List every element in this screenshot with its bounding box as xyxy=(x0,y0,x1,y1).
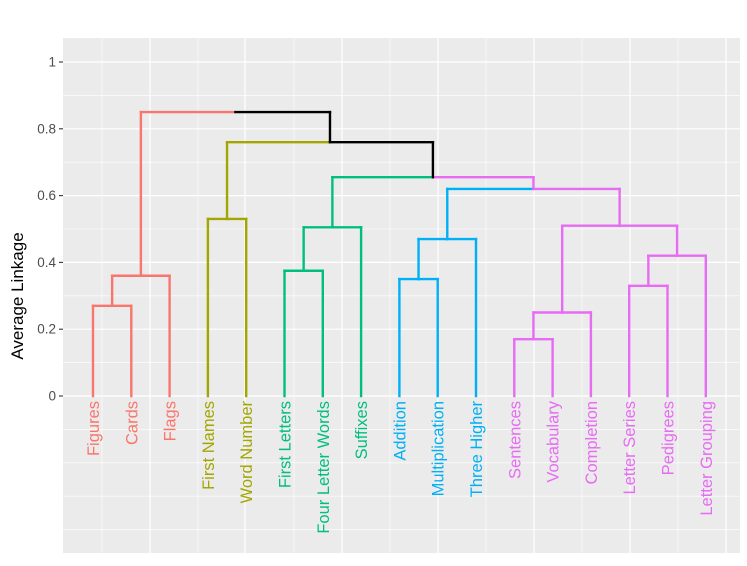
leaf-label: Letter Series xyxy=(621,401,639,495)
leaf-label: First Letters xyxy=(277,401,295,488)
leaf-label: Figures xyxy=(85,401,103,456)
y-tick-label: 1 xyxy=(48,55,56,70)
y-axis: 0 0.2 0.4 0.6 0.8 1 xyxy=(37,55,63,404)
leaf-label: Completion xyxy=(583,401,601,484)
leaf-label: Word Number xyxy=(238,401,256,504)
y-tick-label: 0.8 xyxy=(37,121,56,136)
y-tick-label: 0.6 xyxy=(37,188,56,203)
leaf-label: Cards xyxy=(123,401,141,445)
leaf-label: Addition xyxy=(391,401,409,461)
leaf-labels: Figures Cards Flags First Names Word Number F… xyxy=(85,400,716,533)
y-tick-label: 0 xyxy=(48,389,56,404)
leaf-label: Flags xyxy=(162,401,180,441)
y-tick-label: 0.2 xyxy=(37,322,56,337)
leaf-label: Pedigrees xyxy=(660,401,678,475)
leaf-label: First Names xyxy=(200,401,218,490)
dendrogram-branches xyxy=(91,110,707,398)
leaf-label: Sentences xyxy=(506,401,524,479)
leaf-label: Letter Grouping xyxy=(698,401,716,516)
leaf-label: Four Letter Words xyxy=(315,401,333,534)
leaf-label: Three Higher xyxy=(468,400,486,497)
leaf-label: Multiplication xyxy=(430,401,448,496)
leaf-label: Vocabulary xyxy=(545,400,563,482)
y-axis-title: Average Linkage xyxy=(8,232,27,359)
y-tick-label: 0.4 xyxy=(37,255,56,270)
leaf-label: Suffixes xyxy=(353,401,371,459)
